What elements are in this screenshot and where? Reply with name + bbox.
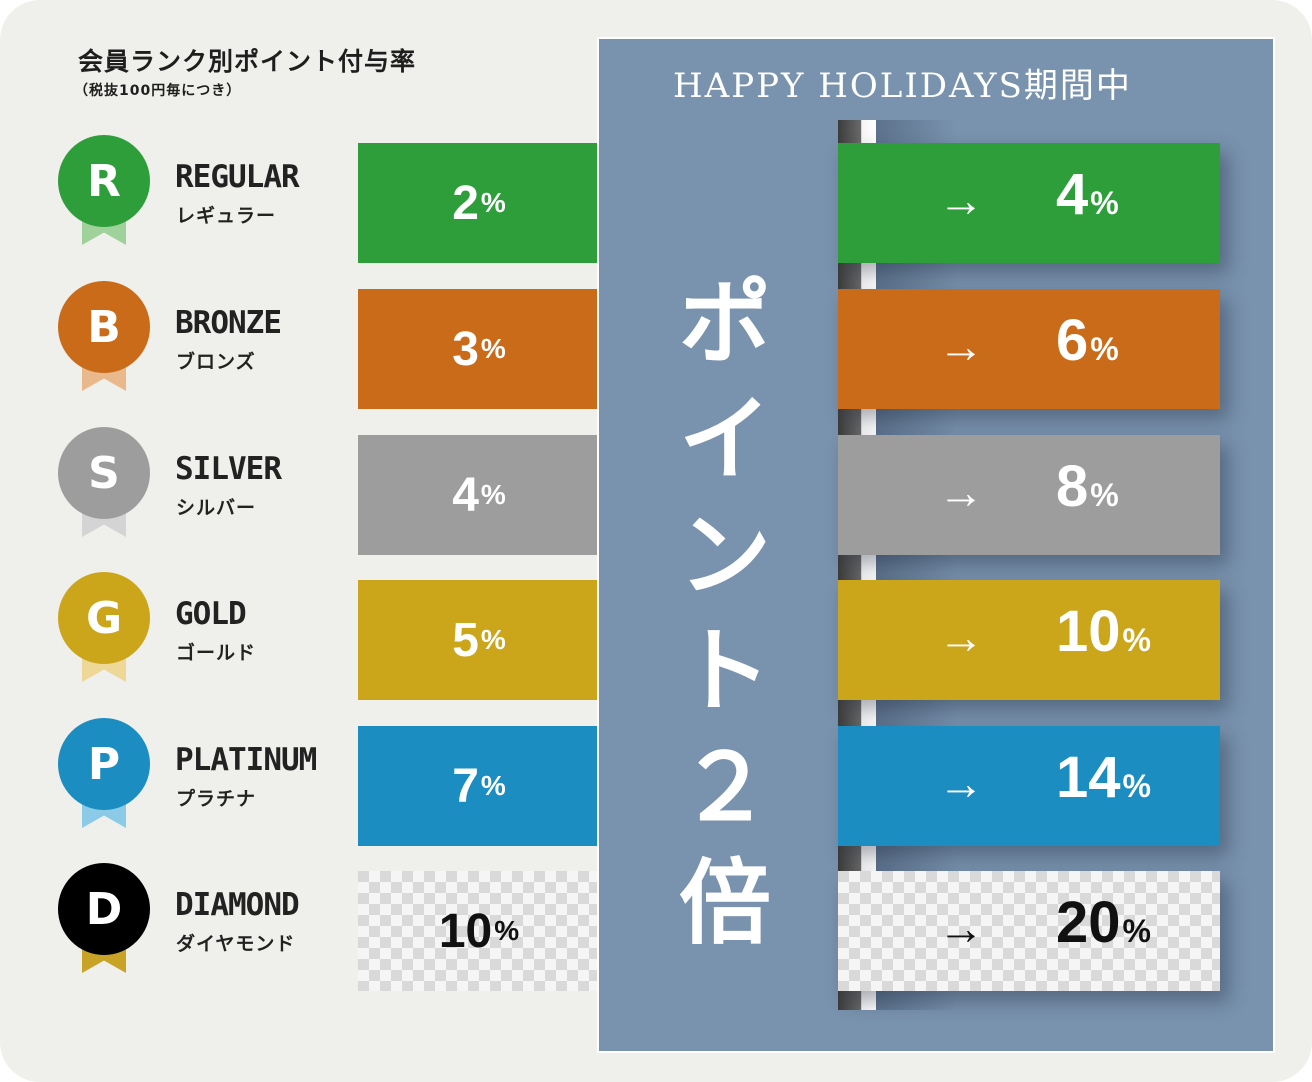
campaign-title: HAPPY HOLIDAYS期間中 <box>673 66 1132 106</box>
rank-row-platinum: P PLATINUM プラチナ 7% <box>0 718 600 846</box>
rank-name-en: GOLD <box>175 596 247 632</box>
percent-sign: % <box>480 333 506 364</box>
campaign-rate-bar-silver: → 8% <box>838 435 1220 555</box>
page-title: 会員ランク別ポイント付与率 <box>78 47 417 76</box>
campaign-rate-bar-diamond: → 20% <box>838 871 1220 991</box>
rank-medal: S <box>58 427 150 537</box>
medal-circle: S <box>58 427 150 519</box>
base-rate-bar: 10% <box>358 871 600 991</box>
vertical-char: ２ <box>678 734 771 841</box>
vertical-char: 倍 <box>678 850 771 957</box>
campaign-rate: 6% <box>1056 307 1119 374</box>
rank-row-silver: S SILVER シルバー 4% <box>0 427 600 555</box>
medal-circle: G <box>58 572 150 664</box>
medal-circle: B <box>58 281 150 373</box>
percent-sign: % <box>480 770 506 801</box>
percent-sign: % <box>480 624 506 655</box>
base-rate-value: 7 <box>452 759 479 813</box>
campaign-rate-value: 4 <box>1056 162 1089 227</box>
base-rate-value: 10 <box>438 904 493 958</box>
percent-sign: % <box>1122 622 1151 658</box>
rank-medal: B <box>58 281 150 391</box>
base-rate-bar: 7% <box>358 726 600 846</box>
percent-sign: % <box>1090 331 1119 367</box>
campaign-rate-value: 20 <box>1056 890 1121 955</box>
rank-row-bronze: B BRONZE ブロンズ 3% <box>0 281 600 409</box>
campaign-rate-bar-platinum: → 14% <box>838 726 1220 846</box>
arrow-icon: → <box>938 757 984 809</box>
rail-shadow <box>876 120 956 1010</box>
base-rate-value: 5 <box>452 613 479 667</box>
medal-circle: D <box>58 863 150 955</box>
rank-medal: G <box>58 572 150 682</box>
page-subtitle: （税抜100円毎につき） <box>74 83 242 99</box>
rank-medal: P <box>58 718 150 828</box>
rank-name-en: SILVER <box>175 451 282 487</box>
medal-circle: P <box>58 718 150 810</box>
rank-row-regular: R REGULAR レギュラー 2% <box>0 135 600 263</box>
base-rate-bar: 4% <box>358 435 600 555</box>
campaign-rate: 14% <box>1056 744 1151 811</box>
percent-sign: % <box>480 479 506 510</box>
campaign-rate-bar-gold: → 10% <box>838 580 1220 700</box>
base-rate-value: 2 <box>452 176 479 230</box>
rank-medal: D <box>58 863 150 973</box>
rank-name-jp: ダイヤモンド <box>176 933 296 955</box>
campaign-rate-bar-bronze: → 6% <box>838 289 1220 409</box>
rank-row-gold: G GOLD ゴールド 5% <box>0 572 600 700</box>
campaign-rate: 8% <box>1056 453 1119 520</box>
ribbon-rail <box>838 120 876 1010</box>
percent-sign: % <box>1122 913 1151 949</box>
campaign-rate-bar-regular: → 4% <box>838 143 1220 263</box>
vertical-char: ン <box>678 502 771 609</box>
campaign-rate-value: 14 <box>1056 745 1121 810</box>
arrow-icon: → <box>938 466 984 518</box>
base-rate-bar: 3% <box>358 289 600 409</box>
rank-name-en: PLATINUM <box>175 742 317 778</box>
vertical-char: イ <box>678 386 771 493</box>
rank-name-jp: ブロンズ <box>176 351 256 373</box>
campaign-vertical-text: ポ イ ン ト ２ 倍 <box>675 278 775 974</box>
percent-sign: % <box>1090 477 1119 513</box>
campaign-rate-value: 8 <box>1056 454 1089 519</box>
campaign-rate-value: 10 <box>1056 599 1121 664</box>
percent-sign: % <box>1090 185 1119 221</box>
base-rate-bar: 2% <box>358 143 600 263</box>
arrow-icon: → <box>938 174 984 226</box>
medal-circle: R <box>58 135 150 227</box>
campaign-rate-value: 6 <box>1056 308 1089 373</box>
rank-name-en: DIAMOND <box>175 887 300 923</box>
campaign-rate: 10% <box>1056 598 1151 665</box>
campaign-rate: 4% <box>1056 161 1119 228</box>
rank-name-jp: ゴールド <box>176 642 257 664</box>
rank-medal: R <box>58 135 150 245</box>
rank-name-jp: レギュラー <box>176 205 277 227</box>
rank-name-jp: プラチナ <box>176 788 257 810</box>
base-rate-value: 4 <box>452 468 479 522</box>
percent-sign: % <box>480 187 506 218</box>
vertical-char: ポ <box>678 270 771 377</box>
base-rate-bar: 5% <box>358 580 600 700</box>
rank-name-en: BRONZE <box>175 305 282 341</box>
campaign-rate: 20% <box>1056 889 1151 956</box>
percent-sign: % <box>1122 768 1151 804</box>
percent-sign: % <box>494 915 520 946</box>
rank-row-diamond: D DIAMOND ダイヤモンド 10% <box>0 863 600 991</box>
arrow-icon: → <box>938 611 984 663</box>
rank-name-en: REGULAR <box>175 159 300 195</box>
rank-name-jp: シルバー <box>176 497 257 519</box>
arrow-icon: → <box>938 902 984 954</box>
arrow-icon: → <box>938 320 984 372</box>
vertical-char: ト <box>678 618 771 725</box>
base-rate-value: 3 <box>452 322 479 376</box>
